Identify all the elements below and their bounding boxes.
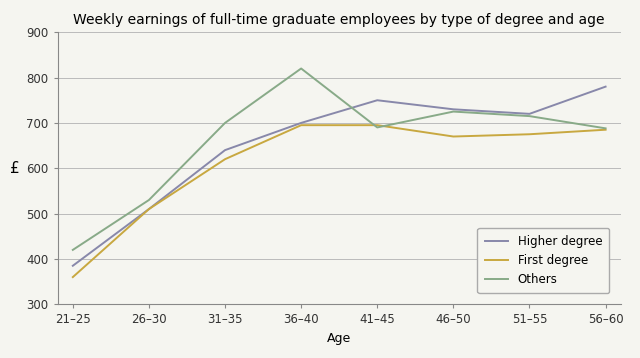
Others [602,126,609,131]
Others [373,125,381,130]
Higher degree [221,148,229,152]
Others [298,66,305,71]
Higher degree [373,98,381,102]
Higher degree [525,112,533,116]
First degree [221,157,229,161]
Title: Weekly earnings of full-time graduate employees by type of degree and age: Weekly earnings of full-time graduate em… [74,13,605,27]
First degree [298,123,305,127]
First degree [602,127,609,132]
Higher degree [298,121,305,125]
First degree [145,207,153,211]
Line: First degree: First degree [73,125,605,277]
Line: Higher degree: Higher degree [73,87,605,266]
Higher degree [69,263,77,268]
X-axis label: Age: Age [327,332,351,345]
Line: Others: Others [73,68,605,250]
First degree [373,123,381,127]
First degree [449,134,457,139]
Others [69,248,77,252]
Legend: Higher degree, First degree, Others: Higher degree, First degree, Others [477,228,609,293]
Others [449,110,457,114]
Others [145,198,153,202]
First degree [525,132,533,136]
Higher degree [145,207,153,211]
Y-axis label: £: £ [10,161,20,176]
First degree [69,275,77,279]
Others [525,114,533,118]
Higher degree [602,84,609,89]
Higher degree [449,107,457,111]
Others [221,121,229,125]
